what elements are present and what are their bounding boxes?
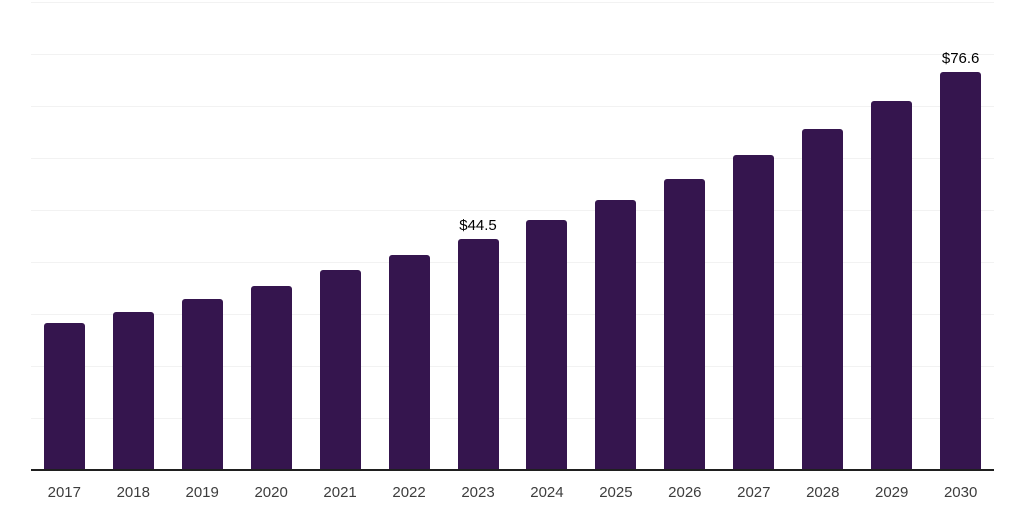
bar-2019 (181, 299, 223, 470)
x-tick-label-2023: 2023 (461, 484, 495, 501)
x-tick-label-2027: 2027 (737, 484, 771, 501)
x-tick-label-2019: 2019 (185, 484, 219, 501)
x-axis-line (31, 469, 994, 471)
x-tick-label-2029: 2029 (875, 484, 909, 501)
bar-2024 (526, 220, 568, 470)
gridline-30 (31, 314, 994, 315)
gridline-60 (31, 158, 994, 159)
bar-2030 (940, 71, 982, 470)
bar-2027 (733, 154, 775, 470)
gridline-20 (31, 366, 994, 367)
bar-2025 (595, 200, 637, 470)
bar-2018 (112, 311, 154, 470)
bar-2029 (871, 101, 913, 470)
x-tick-label-2028: 2028 (806, 484, 840, 501)
x-tick-label-2030: 2030 (943, 484, 978, 501)
x-tick-label-2026: 2026 (668, 484, 702, 501)
gridline-90 (31, 2, 994, 3)
gridline-40 (31, 262, 994, 263)
data-label-2030: $76.6 (941, 49, 980, 67)
bar-2022 (388, 255, 430, 470)
bar-2020 (250, 285, 292, 470)
x-tick-label-2020: 2020 (254, 484, 288, 501)
x-tick-label-2022: 2022 (392, 484, 426, 501)
data-label-2023: $44.5 (459, 216, 497, 234)
gridline-70 (31, 106, 994, 107)
x-tick-label-2017: 2017 (47, 484, 81, 501)
bar-2021 (319, 270, 361, 470)
x-tick-label-2021: 2021 (323, 484, 357, 501)
gridline-50 (31, 210, 994, 211)
x-tick-label-2018: 2018 (116, 484, 150, 501)
bar-2017 (43, 322, 85, 470)
gridline-80 (31, 54, 994, 55)
bar-2023 (457, 238, 499, 470)
x-tick-label-2025: 2025 (599, 484, 633, 501)
bar-2026 (664, 178, 706, 470)
gridline-10 (31, 418, 994, 419)
x-tick-label-2024: 2024 (530, 484, 564, 501)
bar-2028 (802, 128, 844, 470)
